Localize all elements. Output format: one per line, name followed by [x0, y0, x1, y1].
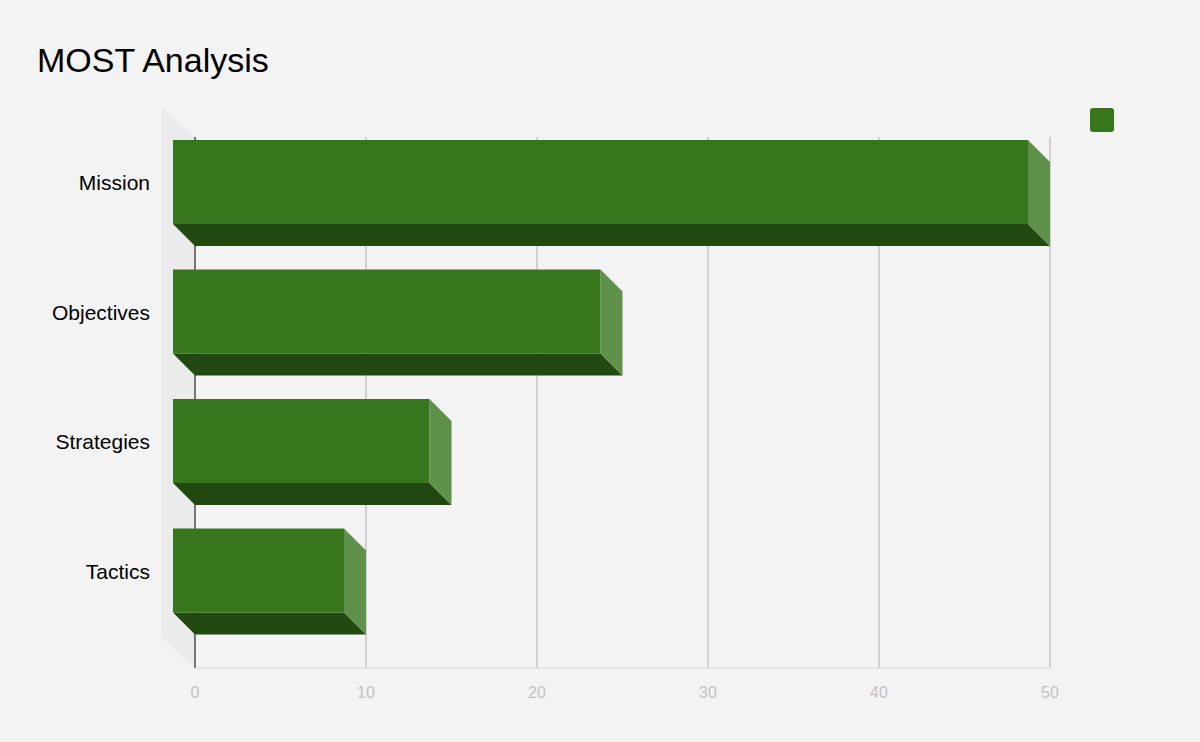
tick-label: 40: [870, 684, 888, 701]
bar-bottom: [173, 483, 452, 505]
bar-bottom: [173, 354, 623, 376]
bar: [173, 399, 452, 505]
bar-front: [173, 529, 344, 613]
bar-front: [173, 140, 1028, 224]
category-label: Mission: [79, 171, 150, 194]
bar-side: [430, 399, 452, 505]
bar-side: [601, 270, 623, 376]
chart-svg: MOST Analysis 0 10 20 30 40 50 Mission Objective…: [0, 0, 1200, 742]
tick-label: 50: [1041, 684, 1059, 701]
category-label: Tactics: [86, 560, 150, 583]
chart-title: MOST Analysis: [37, 41, 269, 79]
background: [0, 0, 1200, 742]
bar-side: [1028, 140, 1050, 246]
category-label: Strategies: [55, 430, 150, 453]
bar: [173, 140, 1050, 246]
bar-front: [173, 270, 601, 354]
bar: [173, 270, 623, 376]
tick-label: 20: [528, 684, 546, 701]
bar-side: [344, 529, 366, 635]
x-axis-line: [195, 668, 1050, 669]
tick-label: 10: [357, 684, 375, 701]
bar-bottom: [173, 224, 1050, 246]
tick-label: 30: [699, 684, 717, 701]
bar-bottom: [173, 613, 366, 635]
tick-label: 0: [191, 684, 200, 701]
bar: [173, 529, 366, 635]
legend-swatch: [1090, 108, 1114, 132]
chart-container: MOST Analysis 0 10 20 30 40 50 Mission Objective…: [0, 0, 1200, 742]
bar-front: [173, 399, 430, 483]
bars: [173, 140, 1050, 635]
category-label: Objectives: [52, 301, 150, 324]
